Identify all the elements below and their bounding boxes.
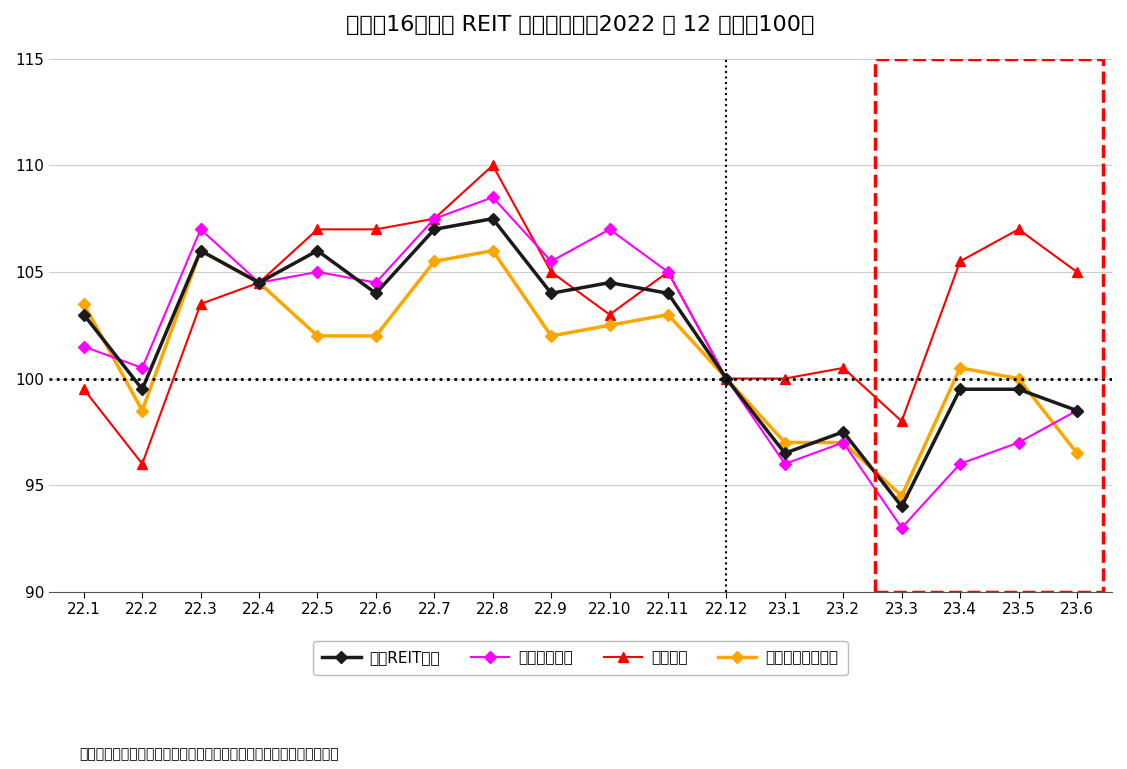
オフィス指数 (662, 268, 675, 277)
商業・物流等指数 (895, 491, 908, 501)
オフィス指数 (427, 214, 441, 223)
Line: 商業・物流等指数: 商業・物流等指数 (80, 247, 1081, 500)
住宅指数 (544, 268, 558, 277)
東証REIT指数 (544, 288, 558, 298)
Text: （出所）東京証券取引所のデータをもとにニッセイ基礎研究所が作成: （出所）東京証券取引所のデータをもとにニッセイ基礎研究所が作成 (79, 747, 338, 761)
オフィス指数 (77, 342, 90, 351)
住宅指数 (895, 417, 908, 426)
東証REIT指数 (1012, 384, 1026, 394)
Title: 図表－16　東証 REIT 指数の推移（2022 年 12 月末＝100）: 図表－16 東証 REIT 指数の推移（2022 年 12 月末＝100） (346, 15, 815, 35)
オフィス指数 (1071, 406, 1084, 415)
Line: 東証REIT指数: 東証REIT指数 (80, 215, 1081, 511)
オフィス指数 (953, 459, 967, 468)
オフィス指数 (135, 363, 149, 372)
オフィス指数 (544, 257, 558, 266)
住宅指数 (953, 257, 967, 266)
住宅指数 (135, 459, 149, 468)
商業・物流等指数 (194, 246, 207, 255)
Legend: 東証REIT指数, オフィス指数, 住宅指数, 商業・物流等指数: 東証REIT指数, オフィス指数, 住宅指数, 商業・物流等指数 (313, 641, 848, 674)
Bar (876, 58, 1103, 592)
東証REIT指数 (603, 278, 616, 288)
東証REIT指数 (370, 288, 383, 298)
オフィス指数 (1012, 438, 1026, 447)
住宅指数 (778, 374, 791, 383)
オフィス指数 (370, 278, 383, 288)
東証REIT指数 (1071, 406, 1084, 415)
東証REIT指数 (836, 428, 850, 437)
住宅指数 (1071, 268, 1084, 277)
商業・物流等指数 (836, 438, 850, 447)
住宅指数 (427, 214, 441, 223)
住宅指数 (720, 374, 734, 383)
東証REIT指数 (311, 246, 325, 255)
商業・物流等指数 (135, 406, 149, 415)
東証REIT指数 (895, 502, 908, 511)
オフィス指数 (252, 278, 266, 288)
東証REIT指数 (778, 448, 791, 458)
住宅指数 (486, 161, 499, 170)
住宅指数 (252, 278, 266, 288)
商業・物流等指数 (953, 363, 967, 372)
商業・物流等指数 (370, 331, 383, 341)
住宅指数 (1012, 225, 1026, 234)
商業・物流等指数 (77, 299, 90, 308)
商業・物流等指数 (427, 257, 441, 266)
商業・物流等指数 (778, 438, 791, 447)
住宅指数 (836, 363, 850, 372)
住宅指数 (194, 299, 207, 308)
商業・物流等指数 (1071, 448, 1084, 458)
オフィス指数 (311, 268, 325, 277)
東証REIT指数 (662, 288, 675, 298)
東証REIT指数 (252, 278, 266, 288)
オフィス指数 (486, 193, 499, 202)
商業・物流等指数 (252, 278, 266, 288)
商業・物流等指数 (486, 246, 499, 255)
オフィス指数 (895, 523, 908, 532)
Line: 住宅指数: 住宅指数 (79, 161, 1082, 469)
東証REIT指数 (194, 246, 207, 255)
東証REIT指数 (720, 374, 734, 383)
東証REIT指数 (77, 310, 90, 319)
商業・物流等指数 (311, 331, 325, 341)
東証REIT指数 (427, 225, 441, 234)
Line: オフィス指数: オフィス指数 (80, 193, 1081, 532)
商業・物流等指数 (662, 310, 675, 319)
住宅指数 (77, 384, 90, 394)
オフィス指数 (194, 225, 207, 234)
東証REIT指数 (486, 214, 499, 223)
商業・物流等指数 (544, 331, 558, 341)
東証REIT指数 (135, 384, 149, 394)
商業・物流等指数 (1012, 374, 1026, 383)
商業・物流等指数 (603, 321, 616, 330)
東証REIT指数 (953, 384, 967, 394)
オフィス指数 (836, 438, 850, 447)
オフィス指数 (720, 374, 734, 383)
オフィス指数 (603, 225, 616, 234)
住宅指数 (662, 268, 675, 277)
住宅指数 (311, 225, 325, 234)
住宅指数 (603, 310, 616, 319)
商業・物流等指数 (720, 374, 734, 383)
オフィス指数 (778, 459, 791, 468)
住宅指数 (370, 225, 383, 234)
